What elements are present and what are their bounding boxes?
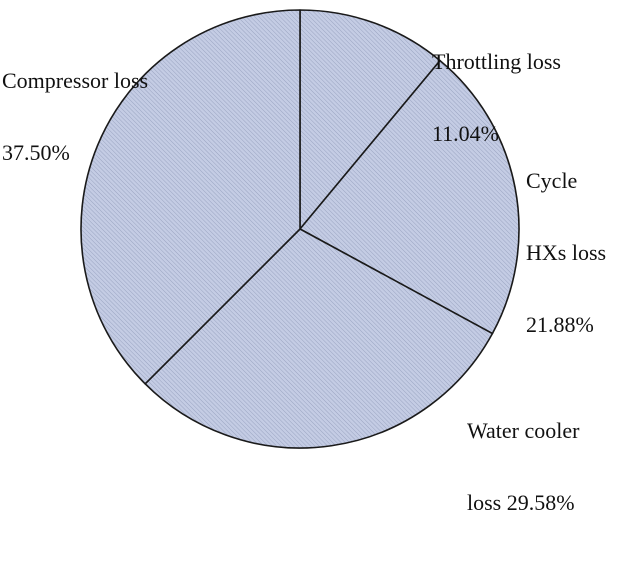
label-line: loss 29.58%: [467, 490, 575, 515]
label-line: 21.88%: [526, 312, 594, 337]
slice-label-water-cooler: Water cooler loss 29.58%: [467, 371, 579, 563]
label-line: HXs loss: [526, 240, 607, 265]
slice-label-throttling: Throttling loss 11.04%: [432, 2, 561, 194]
label-line: 11.04%: [432, 121, 500, 146]
label-line: Water cooler: [467, 418, 580, 443]
label-line: Throttling loss: [432, 49, 561, 74]
pie-slice-throttling-loss: [299, 9, 441, 230]
label-line: 37.50%: [2, 140, 70, 165]
pie-chart: Throttling loss 11.04% Cycle HXs loss 21…: [2, 2, 606, 515]
pie-slice-compressor-loss: [80, 9, 301, 385]
pie-slice-water-cooler-loss: [144, 228, 494, 449]
pie-svg: [80, 9, 520, 449]
label-line: Compressor loss: [2, 68, 149, 93]
pie-slice-cycle-hxs-loss: [299, 59, 520, 335]
label-line: Cycle: [526, 168, 578, 193]
slice-label-compressor: Compressor loss 37.50%: [2, 21, 148, 213]
slice-label-cycle-hxs: Cycle HXs loss 21.88%: [526, 121, 606, 385]
